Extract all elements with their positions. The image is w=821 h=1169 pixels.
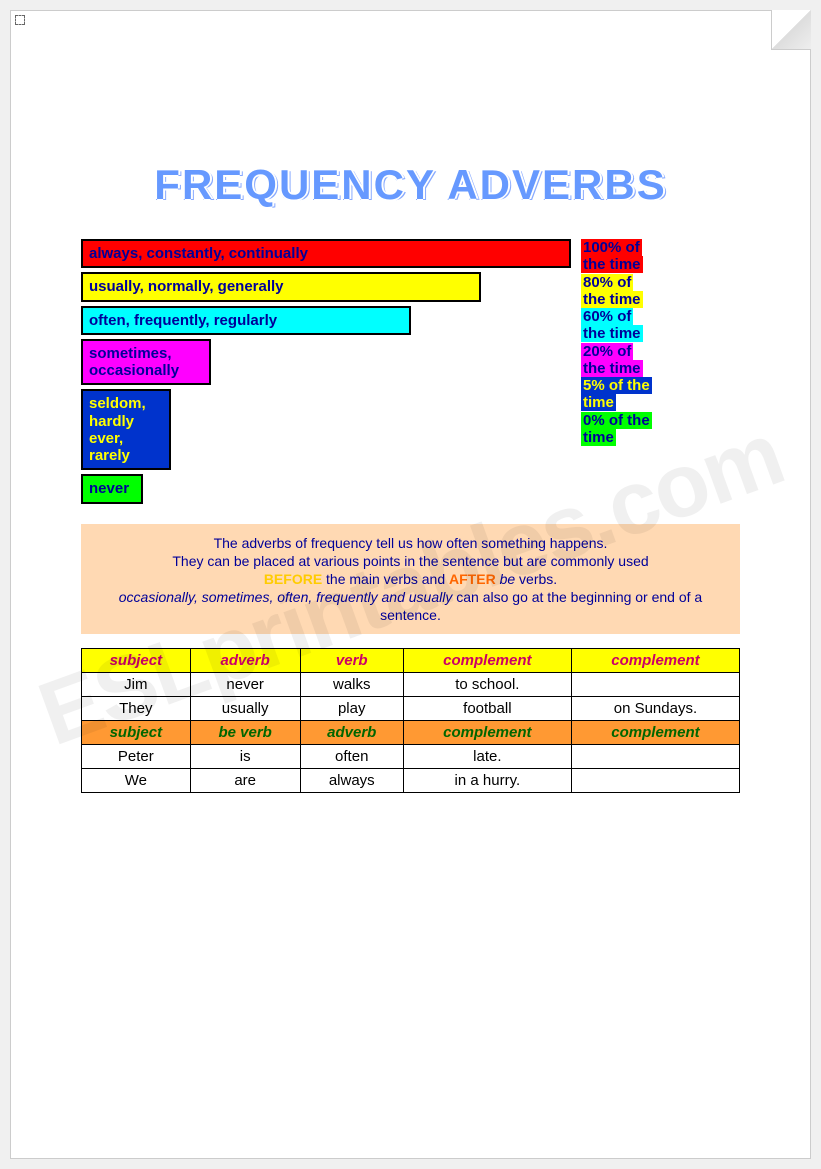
table-cell: Peter [82,745,191,769]
label-segment: 60% of [581,308,633,325]
table-cell [571,769,739,793]
table-row: Wearealwaysin a hurry. [82,769,740,793]
label-segment: 80% of [581,274,633,291]
table-cell: late. [403,745,571,769]
label-segment: 5% of the [581,377,652,394]
frequency-bar: always, constantly, continually [81,239,571,268]
explanation-box: The adverbs of frequency tell us how oft… [81,524,740,635]
frequency-label: 5% of thetime [581,377,740,412]
table-row: Jimneverwalksto school. [82,673,740,697]
table-cell: is [190,745,300,769]
label-segment: time [581,429,616,446]
page-title: FREQUENCY ADVERBS [81,161,740,209]
table-header-cell: complement [571,649,739,673]
label-segment: time [581,394,616,411]
table-header-row: subjectadverbverbcomplementcomplement [82,649,740,673]
worksheet-page: ESLprintables.com FREQUENCY ADVERBS alwa… [10,10,811,1159]
keyword-before: BEFORE [264,571,322,587]
label-segment: 0% of the [581,412,652,429]
frequency-bar: never [81,474,143,503]
table-cell: walks [300,673,403,697]
table-cell: We [82,769,191,793]
label-segment: the time [581,291,643,308]
table-cell: are [190,769,300,793]
label-segment: the time [581,325,643,342]
label-segment: 20% of [581,343,633,360]
frequency-label: 20% ofthe time [581,343,740,378]
table-header-cell: verb [300,649,403,673]
keyword-be: be [496,571,519,587]
info-line-2: They can be placed at various points in … [95,552,726,570]
resize-handle-icon [15,15,25,25]
table-row: Theyusuallyplayfootballon Sundays. [82,697,740,721]
table-header-cell: adverb [300,721,403,745]
table-cell: They [82,697,191,721]
frequency-label: 80% ofthe time [581,274,740,309]
table-cell [571,673,739,697]
label-segment: the time [581,360,643,377]
frequency-bar: often, frequently, regularly [81,306,411,335]
table-header-cell: complement [571,721,739,745]
table-cell: usually [190,697,300,721]
table-cell: always [300,769,403,793]
table-cell [571,745,739,769]
frequency-label: 0% of thetime [581,412,740,447]
info-line-4: occasionally, sometimes, often, frequent… [95,588,726,624]
label-segment: the time [581,256,643,273]
table-cell: to school. [403,673,571,697]
frequency-bar: seldom, hardly ever, rarely [81,389,171,470]
table-cell: Jim [82,673,191,697]
table-header-cell: adverb [190,649,300,673]
table-cell: never [190,673,300,697]
info-adverb-list: occasionally, sometimes, often, frequent… [119,589,453,605]
frequency-chart: always, constantly, continually usually, … [81,239,740,504]
table-header-cell: be verb [190,721,300,745]
info-tail: verbs. [519,571,557,587]
page-curl-icon [771,10,811,50]
frequency-bar: usually, normally, generally [81,272,481,301]
table-header-row: subjectbe verbadverbcomplementcomplement [82,721,740,745]
frequency-bar: sometimes, occasionally [81,339,211,386]
title-text: FREQUENCY ADVERBS [154,161,666,208]
table-cell: in a hurry. [403,769,571,793]
frequency-label: 60% ofthe time [581,308,740,343]
table-cell: play [300,697,403,721]
table-cell: on Sundays. [571,697,739,721]
table-row: Peterisoftenlate. [82,745,740,769]
table-header-cell: complement [403,721,571,745]
info-line-3: BEFORE the main verbs and AFTER be verbs… [95,570,726,588]
frequency-label: 100% ofthe time [581,239,740,274]
chart-bars: always, constantly, continually usually, … [81,239,571,504]
info-line-1: The adverbs of frequency tell us how oft… [95,534,726,552]
info-mid: the main verbs and [322,571,449,587]
table-cell: often [300,745,403,769]
table-header-cell: subject [82,649,191,673]
table-header-cell: complement [403,649,571,673]
label-segment: 100% of [581,239,642,256]
table-header-cell: subject [82,721,191,745]
grammar-table: subjectadverbverbcomplementcomplementJim… [81,648,740,793]
chart-labels: 100% ofthe time80% ofthe time60% ofthe t… [581,239,740,504]
keyword-after: AFTER [449,571,496,587]
table-cell: football [403,697,571,721]
